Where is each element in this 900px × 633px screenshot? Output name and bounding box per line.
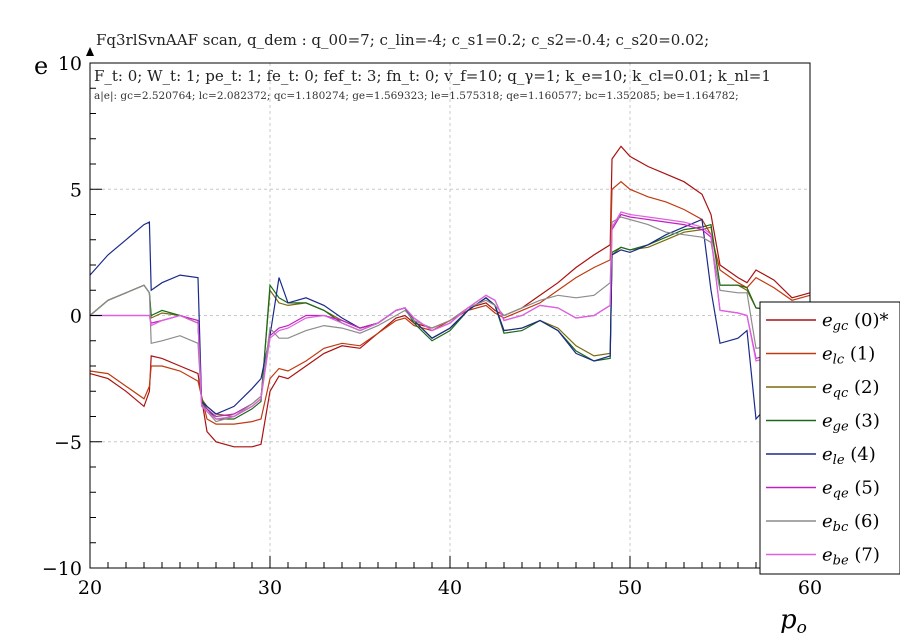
legend-label-index: (4) [845,444,876,465]
legend-label: ege (3) [822,411,880,435]
series-line-6 [89,216,811,423]
legend-label: egc (0)* [822,310,888,334]
x-axis-label-base: p [780,605,797,633]
legend: egc (0)*elc (1)eqc (2)ege (3)ele (4)eqe … [759,301,900,575]
legend-label-index: (1) [844,344,875,365]
legend-label-sub: bc [833,520,849,535]
legend-label-base: e [822,444,833,465]
x-axis-label: po [780,605,807,633]
x-axis-label-sub: o [797,618,807,633]
legend-label-index: (7) [849,545,880,566]
legend-label-index: (5) [849,478,880,499]
legend-label-sub: ge [833,420,849,435]
legend-label-base: e [822,411,833,432]
y-axis-arrow-icon [86,47,94,56]
legend-label-sub: be [833,554,849,569]
legend-label-base: e [822,545,833,566]
legend-label: ebe (7) [822,545,880,569]
y-tick-label: 5 [70,179,82,201]
y-tick-label: 10 [58,53,82,75]
legend-label-index: (0)* [848,310,888,331]
series-layer [89,145,811,448]
y-axis-label: e [34,52,48,80]
y-tick-label: −10 [42,558,82,580]
legend-label: elc (1) [822,344,875,368]
legend-label-sub: le [833,453,845,468]
legend-box [759,301,900,575]
x-tick-label: 20 [78,577,102,599]
legend-label: ebc (6) [822,511,879,535]
x-tick-label: 30 [258,577,282,599]
y-tick-label: −5 [54,432,82,454]
y-tick-label: 0 [70,306,82,328]
legend-label-base: e [822,478,833,499]
series-line-4 [89,218,811,421]
legend-label-index: (2) [848,377,879,398]
x-tick-label: 50 [618,577,642,599]
series-line-7 [90,211,811,420]
legend-label-sub: gc [833,319,849,334]
chart-params: F_t: 0; W_t: 1; pe_t: 1; fe_t: 0; fef_t:… [94,67,771,85]
axis-ticks: 20 30 40 50 60 −10 −5 0 5 10 [42,53,822,599]
legend-label: eqc (2) [822,377,879,401]
legend-label-sub: qe [833,487,849,502]
legend-label: eqe (5) [822,478,880,502]
legend-label: ele (4) [822,444,876,468]
legend-label-base: e [822,310,833,331]
legend-label-index: (6) [848,511,879,532]
legend-label-index: (3) [849,411,880,432]
x-tick-label: 60 [798,577,822,599]
legend-label-base: e [822,377,833,398]
chart-title: Fq3rlSvnAAF scan, q_dem : q_00=7; c_lin=… [96,31,709,49]
x-tick-label: 40 [438,577,462,599]
legend-label-base: e [822,511,833,532]
legend-label-base: e [822,344,833,365]
legend-label-sub: qc [833,386,849,401]
chart-norms: a|e|: gc=2.520764; lc=2.082372; qc=1.180… [94,90,739,103]
grid-lines [90,63,810,568]
legend-label-sub: lc [833,353,845,368]
